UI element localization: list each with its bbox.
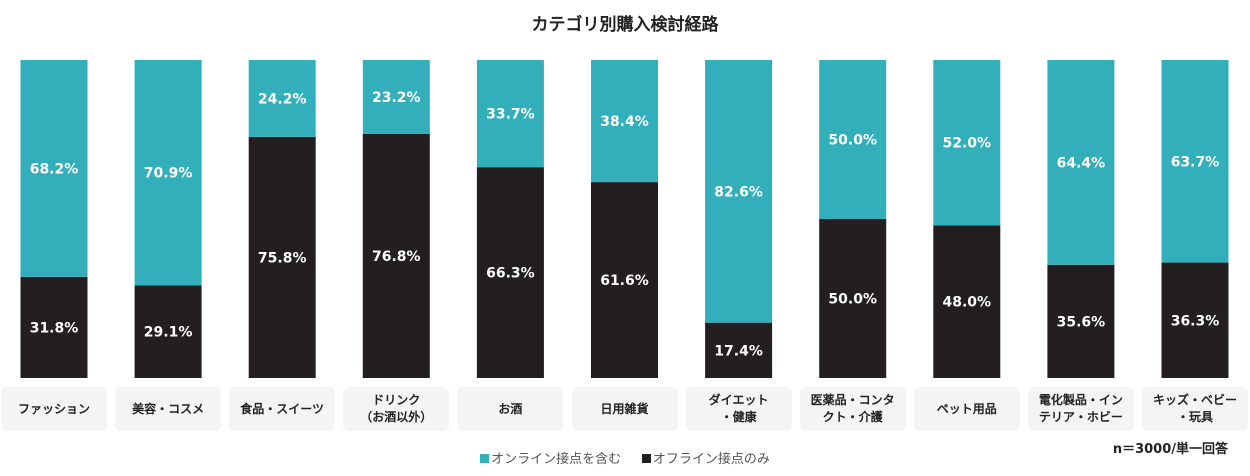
bar-offline — [248, 136, 316, 378]
bar-online — [362, 60, 430, 134]
category-label: お酒 — [457, 387, 564, 431]
bar-online — [1047, 60, 1115, 265]
category-label: 美容・コスメ — [115, 387, 222, 431]
bar-offline-label: 50.0% — [828, 292, 877, 308]
bar-online-label: 38.4% — [600, 114, 649, 130]
bar-offline-label: 76.8% — [372, 249, 421, 265]
bar-offline — [819, 219, 887, 378]
category-label: キッズ・ベビー ・玩具 — [1142, 387, 1248, 431]
bar-online — [705, 60, 773, 323]
bar-online-label: 63.7% — [1171, 154, 1220, 170]
legend-online: オンライン接点を含む — [491, 452, 622, 467]
legend-offline: オフライン接点のみ — [652, 452, 770, 467]
bar-offline-label: 35.6% — [1057, 314, 1106, 330]
category-label: 医薬品・コンタ クト・介護 — [799, 387, 906, 431]
bar-online — [591, 60, 658, 183]
category-label: 日用雑貨 — [571, 387, 678, 431]
bar-online — [933, 60, 1001, 226]
bar-online — [476, 60, 544, 168]
bar-online-label: 82.6% — [714, 184, 763, 200]
bar-offline-label: 17.4% — [714, 343, 763, 359]
bar-online — [134, 60, 202, 286]
sample-note: n＝3000/単一回答 — [1112, 442, 1228, 457]
category-label: ファッション — [1, 387, 107, 431]
chart-title: カテゴリ別購入検討経路 — [531, 15, 719, 35]
bar-online-label: 64.4% — [1057, 155, 1106, 171]
bar-online-label: 70.9% — [144, 166, 193, 182]
bar-offline — [476, 167, 544, 378]
bar-online — [20, 60, 88, 277]
bar-offline — [20, 276, 88, 378]
bar-online — [248, 60, 316, 137]
bar-offline — [1047, 264, 1115, 378]
bar-offline-label: 66.3% — [486, 266, 535, 282]
legend-swatch-offline — [641, 454, 651, 463]
bar-offline — [1161, 262, 1229, 378]
bar-offline — [705, 322, 773, 378]
legend-swatch-online — [480, 454, 490, 463]
category-label: 食品・スイーツ — [229, 387, 336, 431]
bar-online-label: 23.2% — [372, 90, 421, 106]
bar-online-label: 33.7% — [486, 107, 535, 123]
bar-online — [1161, 60, 1229, 263]
bar-online-label: 24.2% — [258, 91, 307, 107]
bar-offline-label: 29.1% — [144, 325, 193, 341]
bar-offline — [591, 182, 658, 378]
category-label: ペット用品 — [913, 387, 1020, 431]
bar-online-label: 52.0% — [943, 136, 992, 152]
category-label: 電化製品・イン テリア・ホビー — [1027, 387, 1134, 431]
bar-online-label: 50.0% — [828, 133, 877, 149]
bar-offline-label: 36.3% — [1171, 313, 1220, 329]
category-label: ドリンク （お酒以外） — [343, 387, 450, 431]
bar-offline-label: 31.8% — [30, 320, 79, 336]
bar-offline-label: 75.8% — [258, 250, 307, 266]
category-label: ダイエット ・健康 — [685, 387, 792, 431]
bar-offline-label: 48.0% — [943, 295, 992, 311]
bar-offline-label: 61.6% — [600, 273, 649, 289]
bar-offline — [362, 133, 430, 378]
legend: オンライン接点を含む オフライン接点のみ — [0, 448, 1250, 467]
bar-offline — [933, 225, 1001, 378]
bar-offline — [134, 285, 202, 378]
bar-online — [819, 60, 887, 219]
bar-online-label: 68.2% — [30, 161, 79, 177]
